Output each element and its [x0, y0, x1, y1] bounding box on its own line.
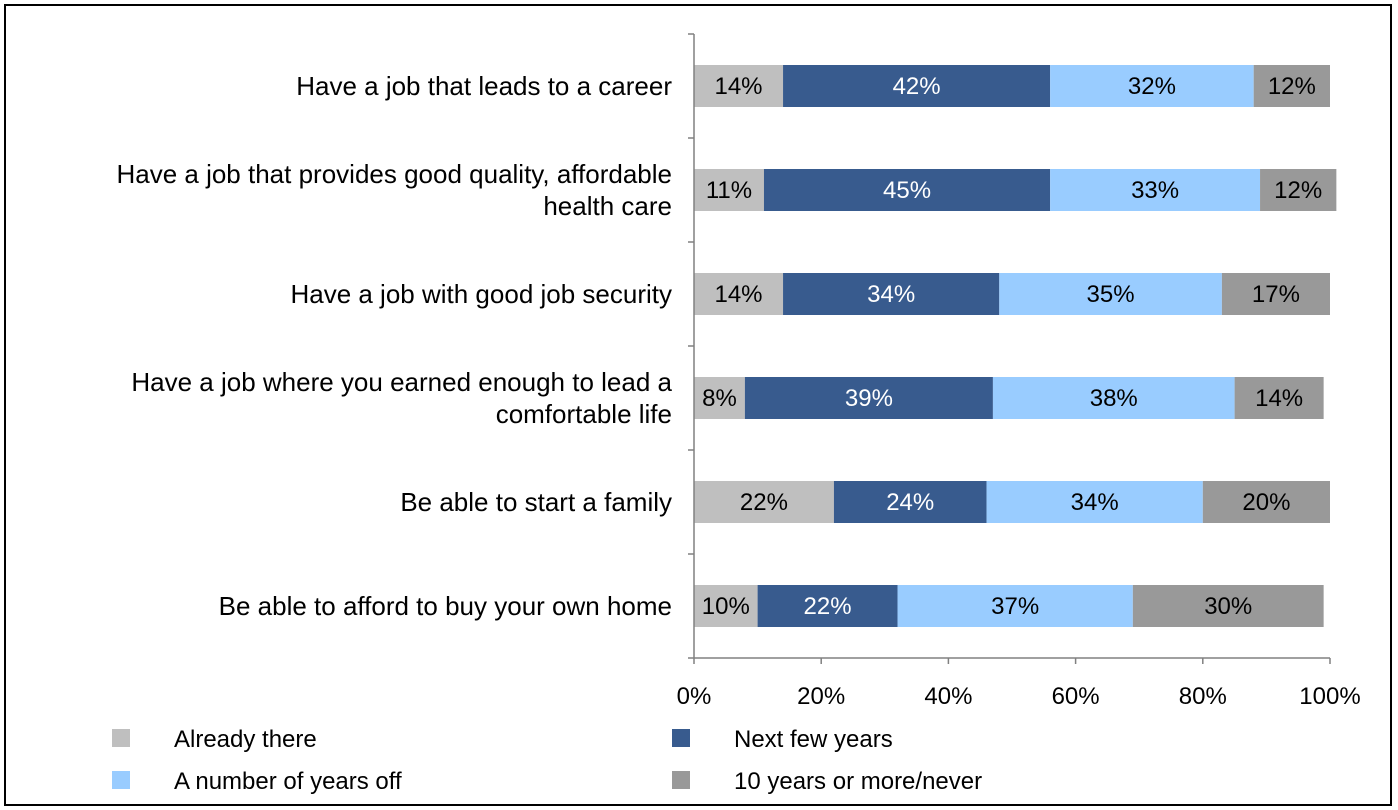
data-label: 33% [1131, 177, 1179, 204]
data-label: 12% [1268, 73, 1316, 100]
legend-swatch [672, 771, 690, 789]
bar-segment [897, 585, 1133, 627]
legend-swatch [112, 729, 130, 747]
bar-segment [783, 273, 1000, 315]
bar-segment [1234, 377, 1324, 419]
bar-segment [744, 377, 993, 419]
legend-label: 10 years or more/never [734, 768, 982, 795]
category-label: Have a job with good job security [290, 279, 672, 309]
data-label: 22% [740, 489, 788, 516]
bar-segment [1221, 273, 1330, 315]
bar-segment [999, 273, 1222, 315]
x-tick-label: 40% [924, 683, 972, 710]
bar-segment [763, 169, 1051, 211]
data-label: 34% [867, 281, 915, 308]
legend-label: Already there [174, 726, 317, 753]
axis-layer: 0% 20% 40% 60% 80% 100% [677, 33, 1361, 710]
bar-segment [1260, 169, 1337, 211]
bar-segment [986, 481, 1203, 523]
bar-segment [1202, 481, 1330, 523]
data-label: 37% [991, 593, 1039, 620]
data-label: 14% [714, 281, 762, 308]
data-label: 35% [1087, 281, 1135, 308]
bar-segment [757, 585, 898, 627]
data-label: 17% [1252, 281, 1300, 308]
bar-segment [694, 169, 764, 211]
data-label: 34% [1071, 489, 1119, 516]
legend-swatch [112, 771, 130, 789]
data-label: 12% [1274, 177, 1322, 204]
bar-segment [1132, 585, 1324, 627]
x-tick-label: 100% [1299, 683, 1360, 710]
data-label: 14% [1255, 385, 1303, 412]
bar-segment [694, 377, 745, 419]
bar-segment [1050, 169, 1261, 211]
category-label: Have a job where you earned enough to le… [131, 367, 672, 429]
data-label: 22% [804, 593, 852, 620]
data-label: 32% [1128, 73, 1176, 100]
legend-label: Next few years [734, 726, 893, 753]
data-label: 20% [1242, 489, 1290, 516]
bar-segment [992, 377, 1235, 419]
x-tick-label: 20% [797, 683, 845, 710]
legend-swatch [672, 729, 690, 747]
data-label: 10% [702, 593, 750, 620]
bar-segment [694, 585, 758, 627]
chart-frame: 14% 42% 32% 12% 11% 45% 33% 12% 14% 34% 35% 17% 8% 39… [4, 4, 1392, 806]
category-label: Be able to start a family [400, 487, 672, 517]
data-label: 42% [893, 73, 941, 100]
data-label: 39% [845, 385, 893, 412]
category-label: Have a job that leads to a career [296, 71, 672, 101]
data-label: 24% [886, 489, 934, 516]
bar-segment [694, 273, 784, 315]
x-tick-label: 80% [1179, 683, 1227, 710]
category-label: Be able to afford to buy your own home [219, 591, 672, 621]
x-tick-label: 60% [1052, 683, 1100, 710]
data-label: 14% [714, 73, 762, 100]
category-labels: Have a job that leads to a career Have a … [116, 71, 672, 621]
data-label: 45% [883, 177, 931, 204]
data-label: 8% [702, 385, 737, 412]
bar-segment [783, 65, 1051, 107]
x-tick-label: 0% [677, 683, 712, 710]
legend-label: A number of years off [174, 768, 402, 795]
stacked-bar-chart: 14% 42% 32% 12% 11% 45% 33% 12% 14% 34% 35% 17% 8% 39… [112, 33, 1361, 795]
data-label: 30% [1204, 593, 1252, 620]
bar-segment [694, 65, 784, 107]
category-label: Have a job that provides good quality, a… [116, 159, 672, 221]
bar-segment [1050, 65, 1254, 107]
data-label: 38% [1090, 385, 1138, 412]
data-label: 11% [706, 177, 752, 204]
bar-segment [694, 481, 834, 523]
bar-segment [1253, 65, 1330, 107]
bars-layer: 14% 42% 32% 12% 11% 45% 33% 12% 14% 34% 35% 17% 8% 39… [694, 65, 1337, 627]
bar-segment [833, 481, 987, 523]
legend: Already there Next few years A number of y… [112, 726, 982, 795]
